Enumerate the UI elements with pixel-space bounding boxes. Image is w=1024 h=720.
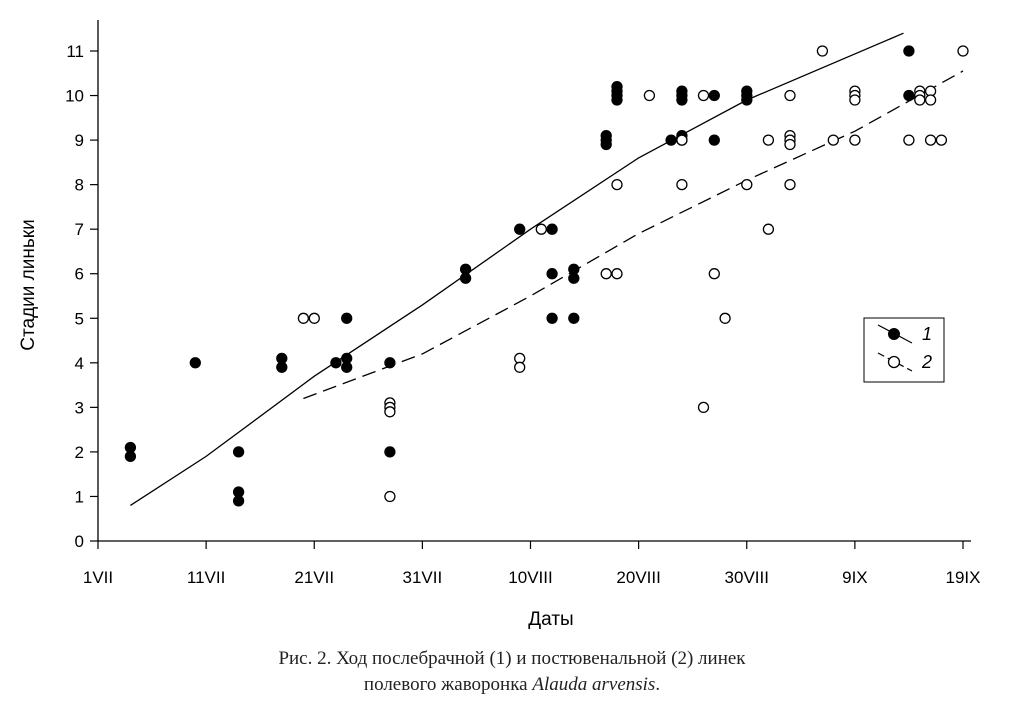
- data-point-series-1: [514, 223, 526, 235]
- data-point-series-1: [903, 89, 915, 102]
- x-tick-label: 30VIII: [725, 568, 769, 587]
- data-point-series-2: [676, 134, 688, 146]
- trend-lines: [130, 32, 964, 506]
- data-point-series-1: [341, 361, 353, 373]
- data-point-series-2: [384, 490, 396, 503]
- y-tick-label: 2: [75, 443, 84, 462]
- x-tick-label: 11VII: [187, 568, 225, 587]
- data-point-series-1: [276, 361, 288, 373]
- data-point-series-1: [384, 446, 396, 458]
- data-point-series-2: [308, 312, 320, 324]
- data-point-series-2: [676, 178, 688, 191]
- axes: 0 1 2 3 4 5 6 7 8 9 10 11 1VII 11VII 21VII 31VII 10VIII 2…: [65, 20, 980, 587]
- x-tick-label: 20VIII: [616, 568, 660, 587]
- data-point-series-1: [189, 357, 201, 369]
- data-point-series-2: [827, 134, 839, 146]
- data-point-series-2: [957, 45, 969, 57]
- data-point-series-1: [341, 312, 353, 324]
- data-point-series-2: [708, 268, 720, 280]
- data-point-series-1: [665, 134, 677, 146]
- data-point-series-2: [611, 178, 623, 191]
- data-point-series-2: [924, 94, 937, 106]
- x-tick-label: 21VII: [294, 568, 334, 587]
- data-point-series-2: [297, 312, 310, 324]
- data-point-series-2: [784, 89, 796, 102]
- data-point-series-2: [903, 134, 915, 146]
- data-point-series-2: [611, 268, 623, 280]
- data-point-series-2: [762, 223, 775, 235]
- data-point-series-2: [719, 312, 731, 324]
- data-point-series-1: [708, 134, 720, 146]
- data-point-series-1: [384, 357, 396, 369]
- data-point-series-2: [849, 134, 861, 146]
- caption-period: .: [655, 674, 661, 695]
- data-point-series-1: [330, 357, 342, 369]
- y-tick-label: 10: [65, 87, 84, 106]
- data-point-series-2: [849, 94, 861, 106]
- legend-marker-1: [888, 328, 900, 340]
- data-point-series-2: [762, 134, 775, 146]
- figure-caption-line-2: полевого жаворонка Alauda arvensis.: [0, 674, 1024, 696]
- data-point-series-2: [784, 178, 796, 191]
- data-point-series-1: [676, 94, 688, 106]
- data-point-series-1: [708, 89, 720, 102]
- y-tick-label: 11: [66, 42, 84, 61]
- data-point-series-1: [546, 312, 558, 324]
- y-axis-title: Стадии линьки: [18, 219, 39, 350]
- y-tick-label: 1: [75, 487, 84, 506]
- data-point-series-2: [784, 138, 796, 151]
- data-point-series-1: [546, 268, 558, 280]
- y-tick-label: 9: [75, 131, 84, 150]
- legend-line-2: [877, 352, 913, 372]
- y-tick-label: 3: [75, 398, 84, 417]
- x-tick-label: 19IX: [946, 568, 981, 587]
- data-point-series-2: [935, 134, 948, 146]
- y-tick-label: 4: [75, 354, 84, 373]
- legend: 1 2: [863, 317, 945, 383]
- data-point-series-1: [600, 138, 612, 151]
- legend-marker-2: [887, 355, 901, 369]
- caption-text: полевого жаворонка: [363, 674, 533, 695]
- moult-stage-chart: 0 1 2 3 4 5 6 7 8 9 10 11 1VII 11VII 21VII 31VII 10VIII 2…: [18, 20, 980, 630]
- y-tick-label: 6: [75, 265, 84, 284]
- x-tick-label: 9IX: [842, 568, 868, 587]
- legend-box: [863, 317, 945, 383]
- data-point-series-1: [741, 94, 753, 106]
- y-tick-label: 8: [75, 176, 84, 195]
- trend-line-series-2: [303, 70, 964, 400]
- data-point-series-2: [514, 361, 526, 373]
- data-point-series-1: [611, 94, 623, 106]
- data-point-series-2: [384, 406, 396, 418]
- trend-line-series-1: [130, 32, 904, 506]
- x-tick-label: 31VII: [403, 568, 443, 587]
- legend-label-2: 2: [921, 352, 932, 372]
- data-point-series-1: [232, 446, 245, 458]
- data-point-series-1: [568, 272, 580, 284]
- x-tick-label: 1VII: [83, 568, 113, 587]
- data-point-series-2: [697, 89, 710, 102]
- data-point-series-2: [924, 134, 937, 146]
- x-tick-label: 10VIII: [508, 568, 552, 587]
- data-points: [124, 45, 969, 507]
- figure-caption-line-1: Рис. 2. Ход послебрачной (1) и постювена…: [278, 648, 746, 669]
- data-point-series-1: [568, 312, 580, 324]
- y-tick-label: 5: [75, 309, 84, 328]
- data-point-series-2: [643, 89, 656, 102]
- y-tick-label: 7: [75, 220, 84, 239]
- data-point-series-1: [903, 45, 915, 57]
- data-point-series-1: [546, 223, 558, 235]
- species-name: Alauda arvensis: [532, 674, 656, 695]
- data-point-series-2: [914, 94, 926, 106]
- y-tick-label: 0: [75, 532, 84, 551]
- data-point-series-1: [232, 495, 245, 507]
- data-point-series-2: [535, 223, 547, 235]
- data-point-series-2: [697, 401, 710, 414]
- data-point-series-2: [741, 178, 753, 191]
- data-point-series-2: [600, 268, 612, 280]
- data-point-series-1: [459, 272, 472, 284]
- data-point-series-2: [816, 45, 829, 57]
- x-axis-title: Даты: [528, 609, 573, 630]
- data-point-series-1: [124, 450, 137, 463]
- legend-label-1: 1: [922, 324, 932, 344]
